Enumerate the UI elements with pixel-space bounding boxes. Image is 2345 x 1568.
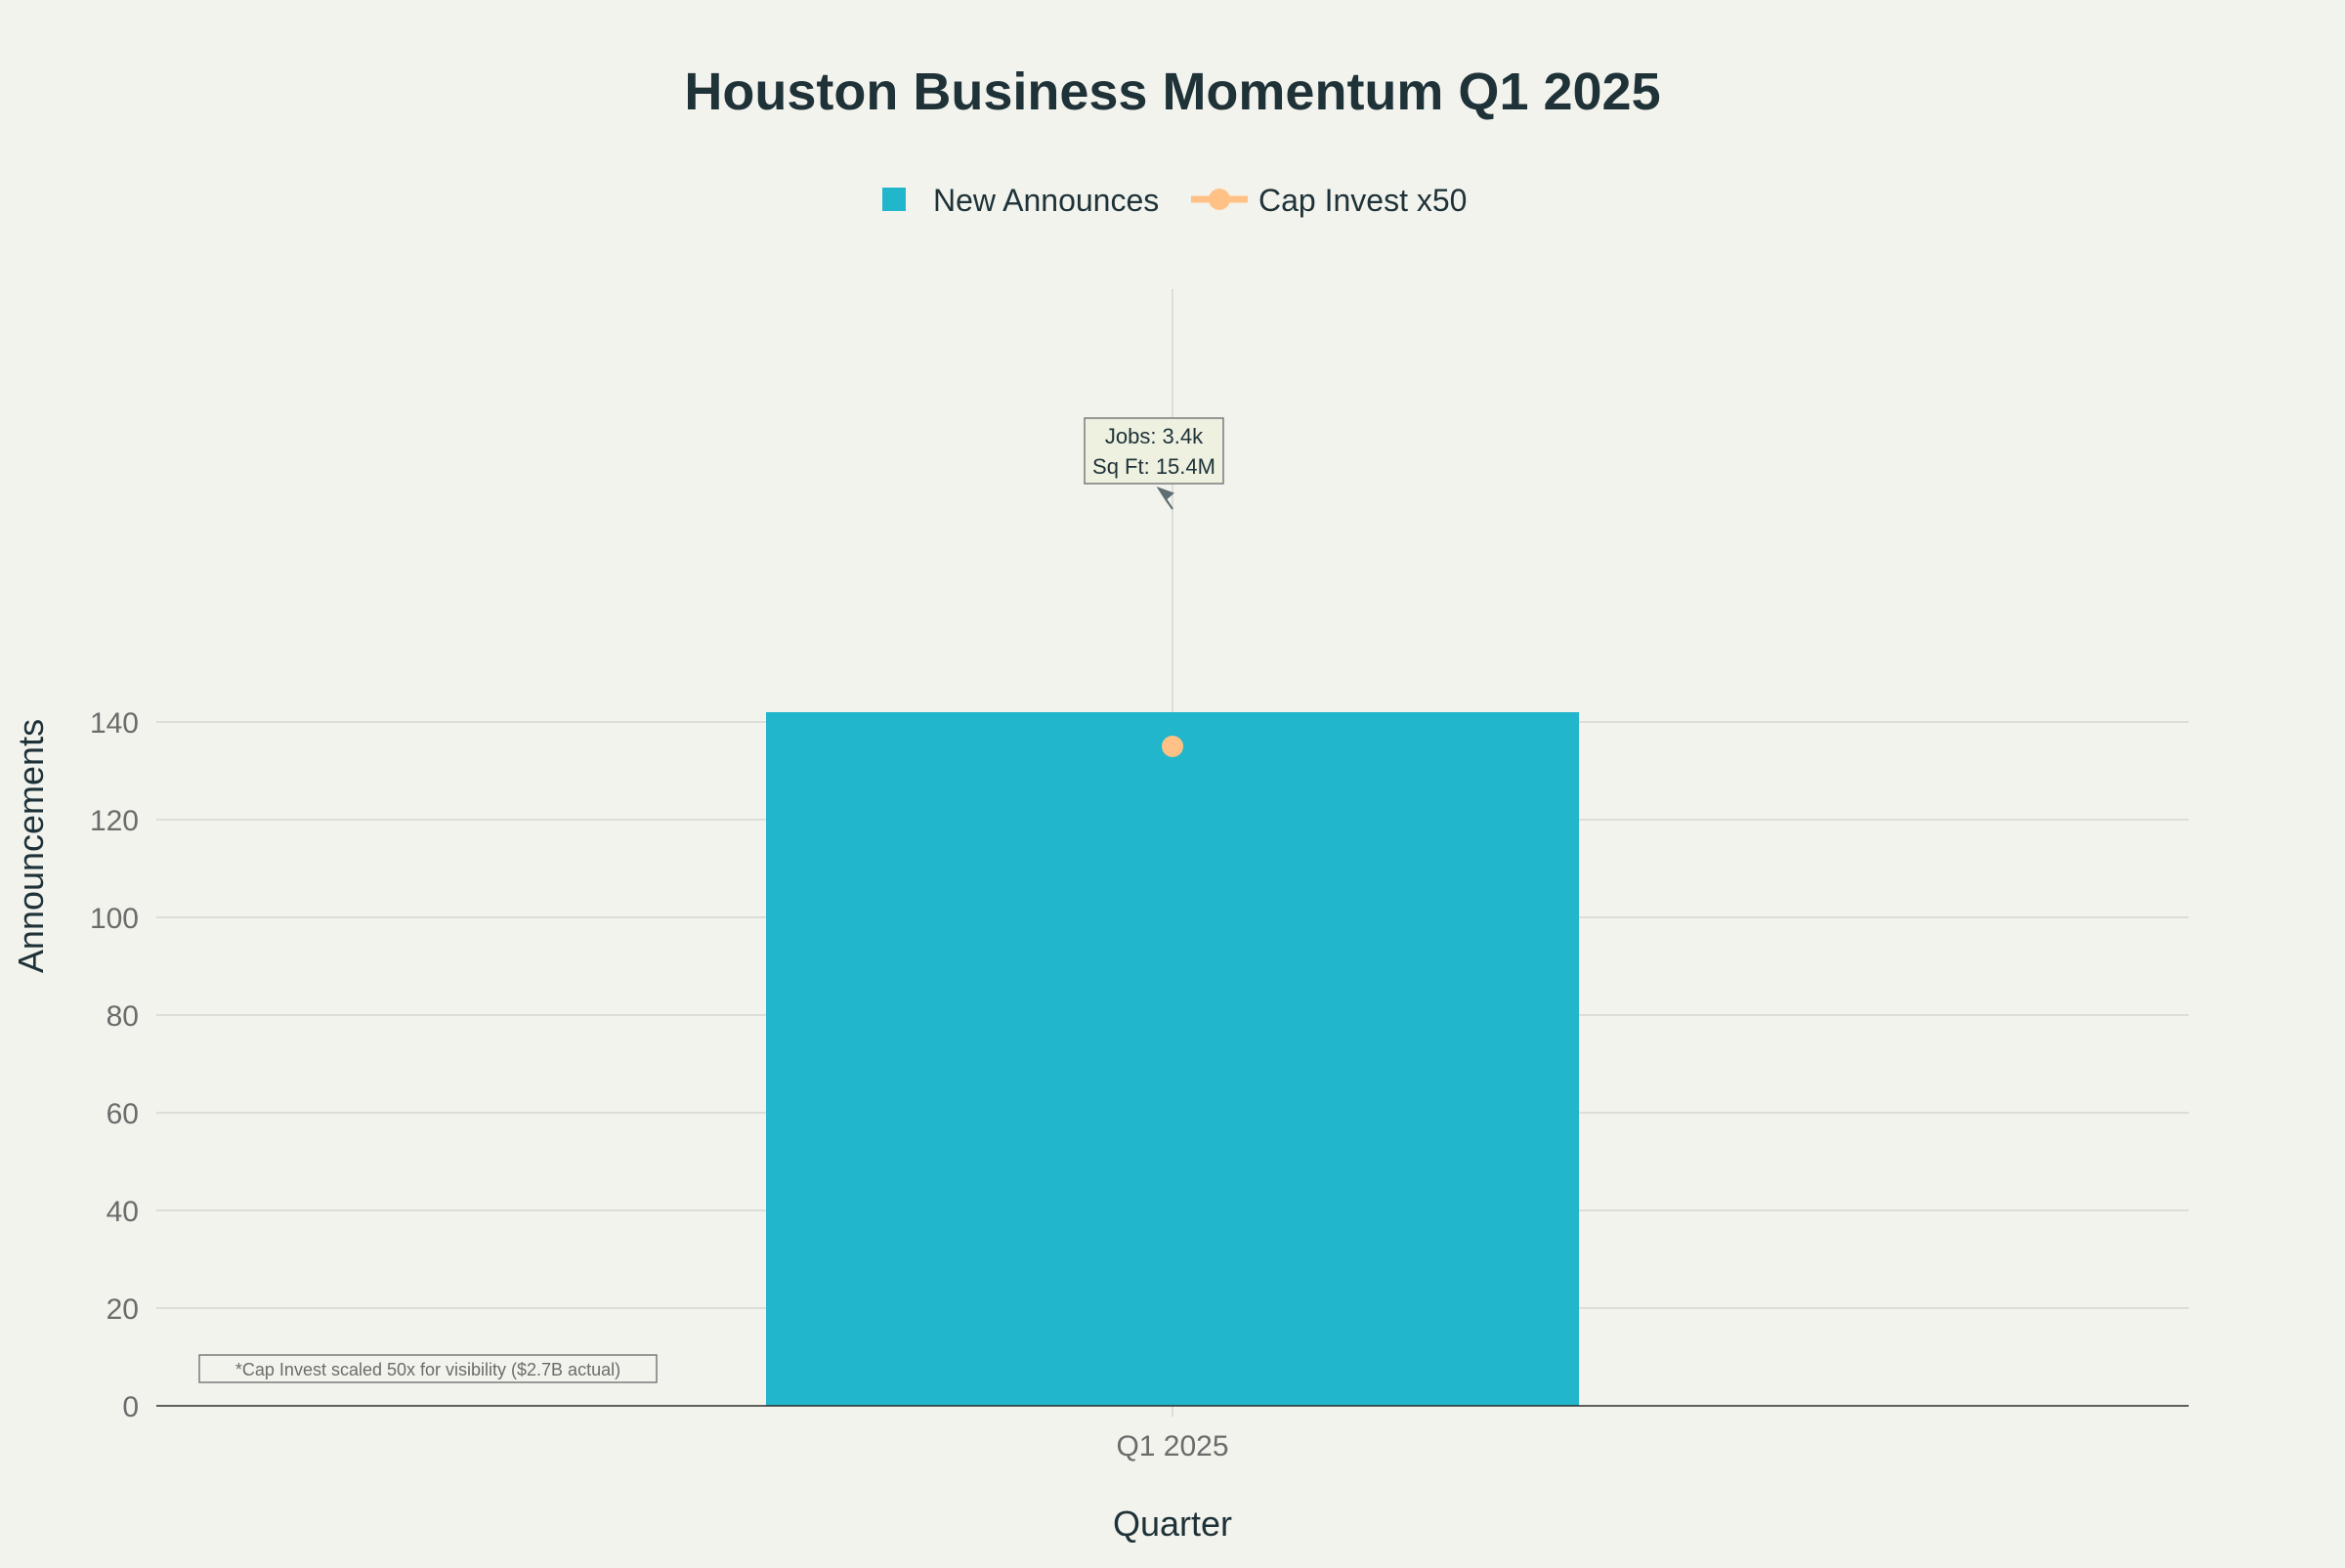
annotation-line-sqft: Sq Ft: 15.4M [1092, 454, 1215, 479]
legend-label-new-announces: New Announces [933, 183, 1159, 218]
y-axis-label: Announcements [11, 719, 51, 973]
x-axis-label: Quarter [1113, 1504, 1232, 1544]
chart-title: Houston Business Momentum Q1 2025 [684, 63, 1660, 121]
markers [1162, 736, 1183, 757]
y-tick-label-80: 80 [107, 1000, 139, 1033]
footnote-text: *Cap Invest scaled 50x for visibility ($… [235, 1360, 620, 1379]
y-tick-label-60: 60 [107, 1098, 139, 1130]
annotation-arrow [1156, 487, 1174, 510]
legend-label-cap-invest: Cap Invest x50 [1258, 183, 1467, 218]
annotation-callout: Jobs: 3.4k Sq Ft: 15.4M [1084, 417, 1224, 510]
y-tick-label-140: 140 [90, 707, 139, 740]
footnote: *Cap Invest scaled 50x for visibility ($… [198, 1354, 658, 1383]
bar-new-announces-0 [766, 712, 1579, 1406]
legend-swatch-new-announces [882, 188, 906, 211]
bars [766, 712, 1579, 1406]
y-tick-label-20: 20 [107, 1293, 139, 1326]
legend-swatch-cap-invest-marker [1209, 189, 1230, 210]
y-tick-label-40: 40 [107, 1196, 139, 1228]
x-tick-label-0: Q1 2025 [1116, 1430, 1228, 1462]
annotation-line-jobs: Jobs: 3.4k [1105, 424, 1204, 448]
axes: 0 20 40 60 80 100 120 140 Q1 2025 [90, 707, 2189, 1462]
y-tick-label-100: 100 [90, 903, 139, 935]
marker-cap-invest-0 [1162, 736, 1183, 757]
y-tick-label-0: 0 [122, 1391, 139, 1423]
footnote-box [198, 1354, 658, 1383]
annotation-box [1084, 417, 1224, 485]
legend: New Announces Cap Invest x50 [882, 183, 1467, 218]
y-tick-label-120: 120 [90, 805, 139, 837]
